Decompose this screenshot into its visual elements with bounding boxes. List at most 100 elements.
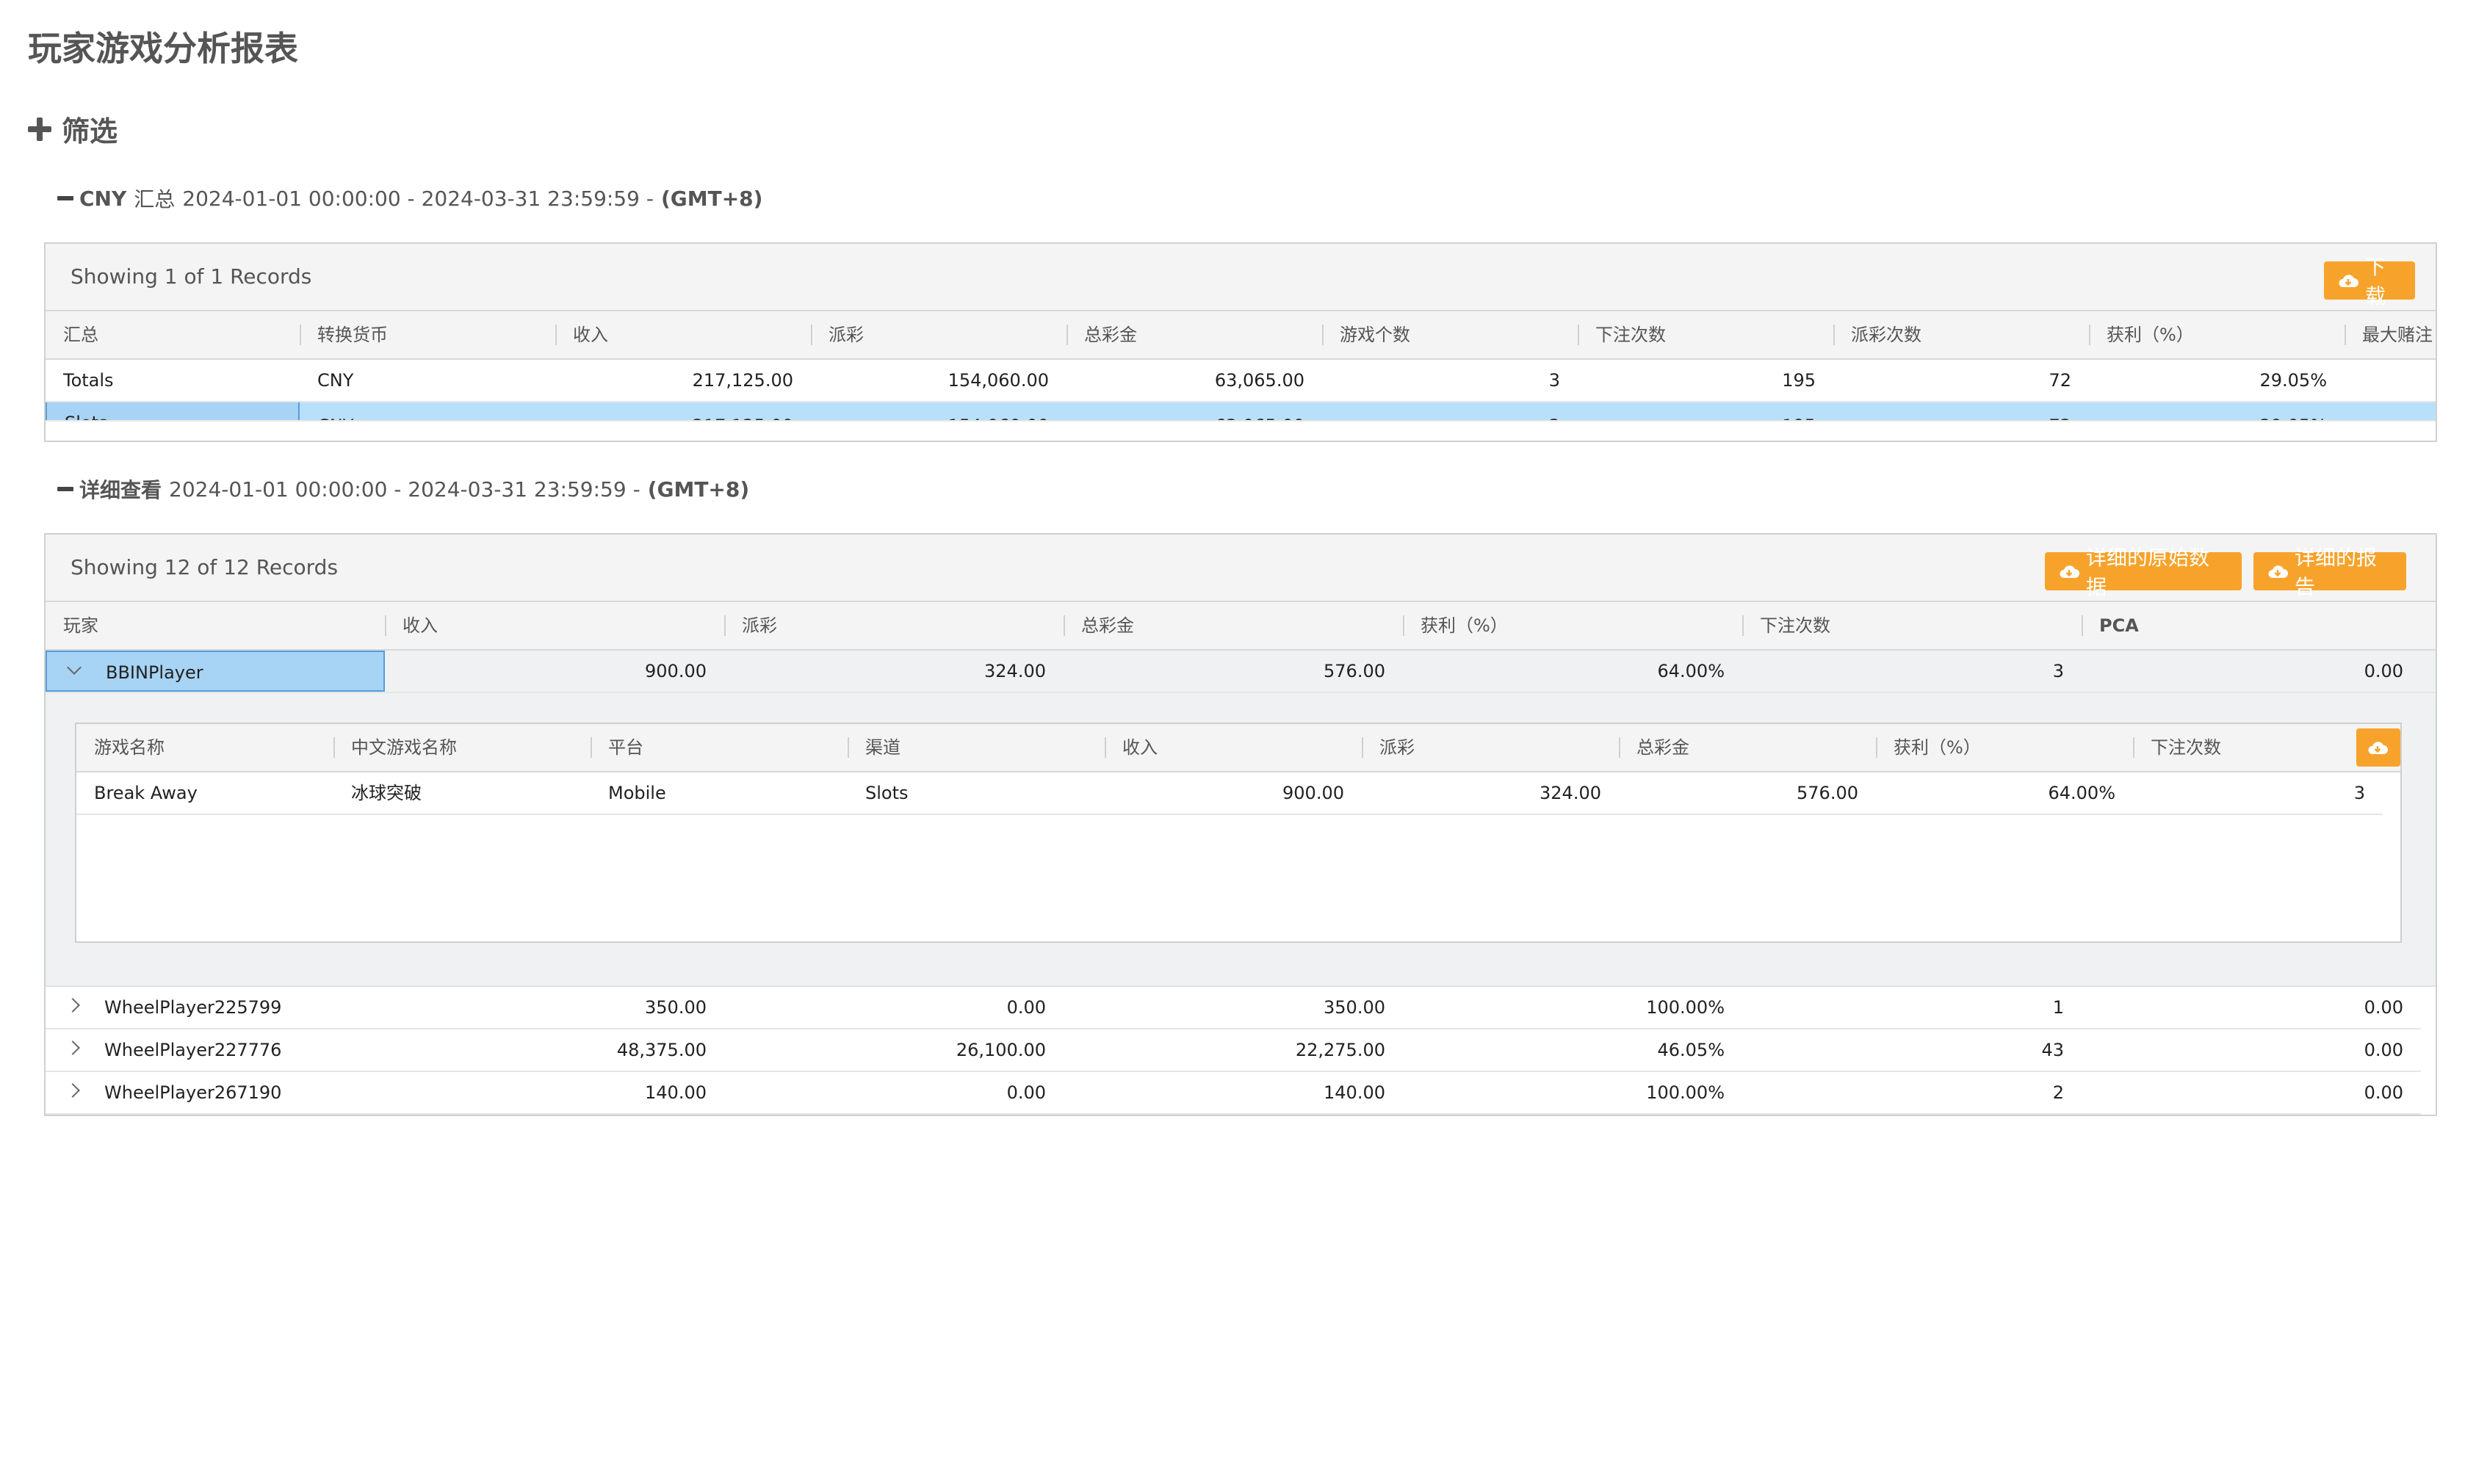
player-pca: 0.00	[2364, 1040, 2403, 1060]
totals-income: 217,125.00	[692, 370, 793, 391]
player-detail-expansion: 游戏名称 中文游戏名称 平台 渠道 收入 派彩 总彩金 获利（%） 下注次数	[46, 693, 2436, 987]
totals-profit-pct: 29.05%	[2259, 370, 2327, 391]
col-game-name[interactable]: 游戏名称	[94, 737, 165, 758]
player-row[interactable]: WheelPlayer227776 48,375.00 26,100.00 22…	[46, 1029, 2421, 1072]
player-name-cell[interactable]: BBINPlayer	[46, 651, 385, 692]
col-payout[interactable]: 派彩	[724, 602, 1064, 649]
player-payout: 324.00	[984, 661, 1046, 681]
player-payout: 0.00	[1006, 997, 1046, 1018]
player-total-bonus: 576.00	[1324, 661, 1385, 681]
summary-row-profit-pct: 29.05%	[2089, 405, 2345, 420]
summary-row-currency: CNY	[300, 405, 555, 420]
col-income[interactable]: 收入	[1105, 724, 1362, 771]
raw-data-button-label: 详细的原始数据	[2086, 546, 2210, 599]
cloud-download-icon	[2367, 740, 2389, 755]
detail-timezone: (GMT+8)	[647, 477, 750, 502]
summary-section-toggle[interactable]: CNY 汇总 2024-01-01 00:00:00 - 2024-03-31 …	[57, 184, 762, 213]
col-payout[interactable]: 派彩	[811, 311, 1066, 358]
download-button[interactable]: 下载	[2324, 255, 2415, 308]
summary-grid-header: 汇总 转换货币 收入 派彩 总彩金 游戏个数 下注次数 派彩次数 获利（%） 最…	[46, 311, 2436, 360]
col-game-count[interactable]: 游戏个数	[1322, 311, 1578, 358]
player-bet-count: 43	[2041, 1040, 2064, 1060]
chevron-right-icon[interactable]	[65, 998, 80, 1013]
col-summary[interactable]: 汇总	[63, 325, 98, 345]
detail-section-toggle[interactable]: 详细查看 2024-01-01 00:00:00 - 2024-03-31 23…	[57, 474, 749, 504]
detail-report-button[interactable]: 详细的报告	[2253, 546, 2406, 599]
col-player[interactable]: 玩家	[63, 615, 98, 636]
col-payout[interactable]: 派彩	[1362, 724, 1619, 771]
plus-icon	[28, 117, 51, 141]
filter-toggle[interactable]: 筛选	[28, 109, 118, 149]
col-income[interactable]: 收入	[555, 311, 811, 358]
totals-label: Totals	[63, 370, 114, 391]
col-total-bonus[interactable]: 总彩金	[1064, 602, 1403, 649]
chevron-right-icon[interactable]	[65, 1083, 80, 1098]
summary-row-income: 217,125.00	[555, 405, 811, 420]
col-bet-count[interactable]: 下注次数	[1578, 311, 1833, 358]
game-download-button[interactable]	[2356, 728, 2400, 767]
detail-label: 详细查看	[79, 478, 162, 502]
col-currency[interactable]: 转换货币	[300, 311, 555, 358]
player-total-bonus: 350.00	[1324, 997, 1385, 1018]
col-profit-pct[interactable]: 获利（%）	[1876, 724, 2133, 771]
chevron-down-icon[interactable]	[67, 660, 82, 675]
player-name: WheelPlayer267190	[104, 1082, 282, 1103]
summary-timezone: (GMT+8)	[660, 186, 763, 211]
col-platform[interactable]: 平台	[591, 724, 848, 771]
raw-data-button[interactable]: 详细的原始数据	[2045, 546, 2242, 599]
col-total-bonus[interactable]: 总彩金	[1619, 724, 1876, 771]
col-total-bonus[interactable]: 总彩金	[1066, 311, 1322, 358]
player-row[interactable]: WheelPlayer267190 140.00 0.00 140.00 100…	[46, 1072, 2421, 1115]
game-grid-header: 游戏名称 中文游戏名称 平台 渠道 收入 派彩 总彩金 获利（%） 下注次数	[76, 724, 2400, 772]
player-payout: 26,100.00	[956, 1040, 1046, 1060]
totals-total-bonus: 63,065.00	[1214, 370, 1304, 391]
totals-row[interactable]: Totals CNY 217,125.00 154,060.00 63,065.…	[46, 360, 2436, 402]
chevron-right-icon[interactable]	[65, 1040, 80, 1055]
game-platform: Mobile	[608, 783, 666, 803]
game-bet-count: 3	[2353, 783, 2365, 803]
player-row-expanded[interactable]: BBINPlayer 900.00 324.00 576.00 64.00% 3…	[46, 651, 2436, 693]
page-title: 玩家游戏分析报表	[28, 29, 298, 68]
summary-row-game-count: 3	[1322, 405, 1578, 420]
game-income: 900.00	[1282, 783, 1344, 803]
summary-date-range: 2024-01-01 00:00:00 - 2024-03-31 23:59:5…	[182, 186, 654, 211]
col-bet-count[interactable]: 下注次数	[1742, 602, 2082, 649]
summary-label: 汇总	[134, 187, 176, 211]
col-profit-pct[interactable]: 获利（%）	[2089, 311, 2345, 358]
detail-date-range: 2024-01-01 00:00:00 - 2024-03-31 23:59:5…	[169, 477, 640, 502]
col-channel[interactable]: 渠道	[848, 724, 1105, 771]
col-max-bet[interactable]: 最大赌注	[2345, 311, 2436, 358]
col-payout-count[interactable]: 派彩次数	[1833, 311, 2089, 358]
summary-row-payout-count: 72	[1833, 405, 2089, 420]
summary-toolbar: Showing 1 of 1 Records 下载	[46, 244, 2436, 311]
player-income: 350.00	[645, 997, 707, 1018]
player-row[interactable]: WheelPlayer225799 350.00 0.00 350.00 100…	[46, 987, 2421, 1029]
download-button-label: 下载	[2365, 255, 2386, 308]
col-bet-count[interactable]: 下注次数	[2133, 724, 2353, 771]
totals-bet-count: 195	[1782, 370, 1816, 391]
col-pca[interactable]: PCA	[2082, 602, 2421, 649]
summary-row-bet-count: 195	[1578, 405, 1833, 420]
player-name-cell[interactable]: WheelPlayer227776	[46, 1029, 385, 1071]
player-pca: 0.00	[2364, 661, 2403, 681]
game-total-bonus: 576.00	[1797, 783, 1858, 803]
cloud-download-icon	[2337, 273, 2359, 288]
cloud-download-icon	[2058, 564, 2080, 579]
player-name-cell[interactable]: WheelPlayer267190	[46, 1072, 385, 1113]
detail-grid-header: 玩家 收入 派彩 总彩金 获利（%） 下注次数 PCA	[46, 602, 2436, 651]
col-profit-pct[interactable]: 获利（%）	[1403, 602, 1742, 649]
summary-row-selected[interactable]: Slots CNY 217,125.00 154,060.00 63,065.0…	[46, 402, 2436, 421]
summary-row-total-bonus: 63,065.00	[1066, 405, 1322, 420]
player-name: WheelPlayer225799	[104, 997, 282, 1018]
totals-game-count: 3	[1548, 370, 1560, 391]
player-name: BBINPlayer	[106, 662, 203, 683]
player-name-cell[interactable]: WheelPlayer225799	[46, 987, 385, 1028]
cloud-download-icon	[2267, 564, 2289, 579]
col-game-name-cn[interactable]: 中文游戏名称	[333, 724, 591, 771]
minus-icon	[57, 487, 73, 491]
col-income[interactable]: 收入	[385, 602, 724, 649]
detail-records-count: Showing 12 of 12 Records	[71, 555, 339, 579]
game-row[interactable]: Break Away 冰球突破 Mobile Slots 900.00 324.…	[76, 772, 2383, 815]
game-name-cn: 冰球突破	[351, 783, 422, 803]
